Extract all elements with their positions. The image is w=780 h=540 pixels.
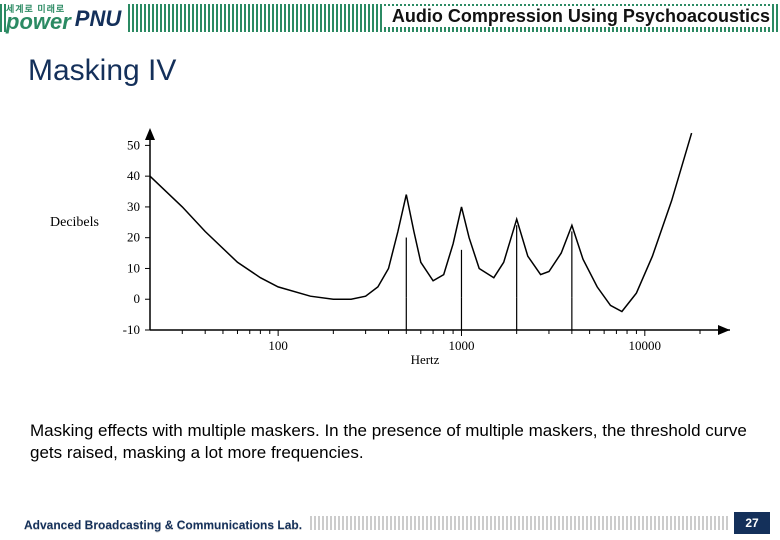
power-logo: 세계로 미래로 power [6, 5, 71, 33]
page-number: 27 [734, 512, 770, 534]
svg-text:1000: 1000 [448, 338, 474, 353]
svg-text:Hertz: Hertz [411, 352, 440, 367]
footer-stripes [310, 516, 730, 530]
y-axis-label: Decibels [50, 215, 99, 231]
svg-text:100: 100 [268, 338, 288, 353]
power-word: power [6, 11, 71, 33]
svg-text:10: 10 [127, 260, 140, 275]
footer: Advanced Broadcasting & Communications L… [0, 510, 780, 534]
header-title: Audio Compression Using Psychoacoustics [382, 6, 770, 27]
svg-text:20: 20 [127, 230, 140, 245]
svg-text:10000: 10000 [629, 338, 662, 353]
caption: Masking effects with multiple maskers. I… [30, 420, 750, 464]
chart-svg: -10 0 10 20 30 40 50 100 1000 10000 Hertz [40, 120, 740, 370]
header: 세계로 미래로 power PNU Audio Compression Usin… [0, 0, 780, 38]
masking-chart: Decibels -10 0 10 20 30 40 50 100 1000 10000 Hertz [40, 120, 740, 400]
header-logo: 세계로 미래로 power PNU [6, 2, 127, 36]
svg-text:30: 30 [127, 199, 140, 214]
pnu-word: PNU [75, 6, 121, 32]
slide: 세계로 미래로 power PNU Audio Compression Usin… [0, 0, 780, 540]
svg-text:50: 50 [127, 137, 140, 152]
footer-lab: Advanced Broadcasting & Communications L… [24, 518, 302, 532]
page-title: Masking IV [28, 54, 176, 88]
svg-text:0: 0 [134, 291, 141, 306]
svg-text:40: 40 [127, 168, 140, 183]
svg-text:-10: -10 [123, 322, 140, 337]
